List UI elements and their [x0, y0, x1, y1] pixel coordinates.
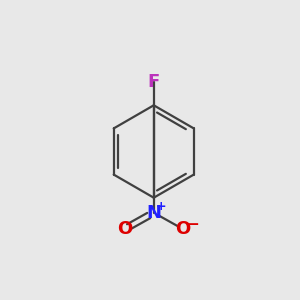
Text: O: O [117, 220, 133, 238]
Text: N: N [146, 204, 161, 222]
Text: +: + [155, 200, 166, 213]
Text: O: O [175, 220, 190, 238]
Text: −: − [187, 217, 200, 232]
Text: F: F [148, 73, 160, 91]
